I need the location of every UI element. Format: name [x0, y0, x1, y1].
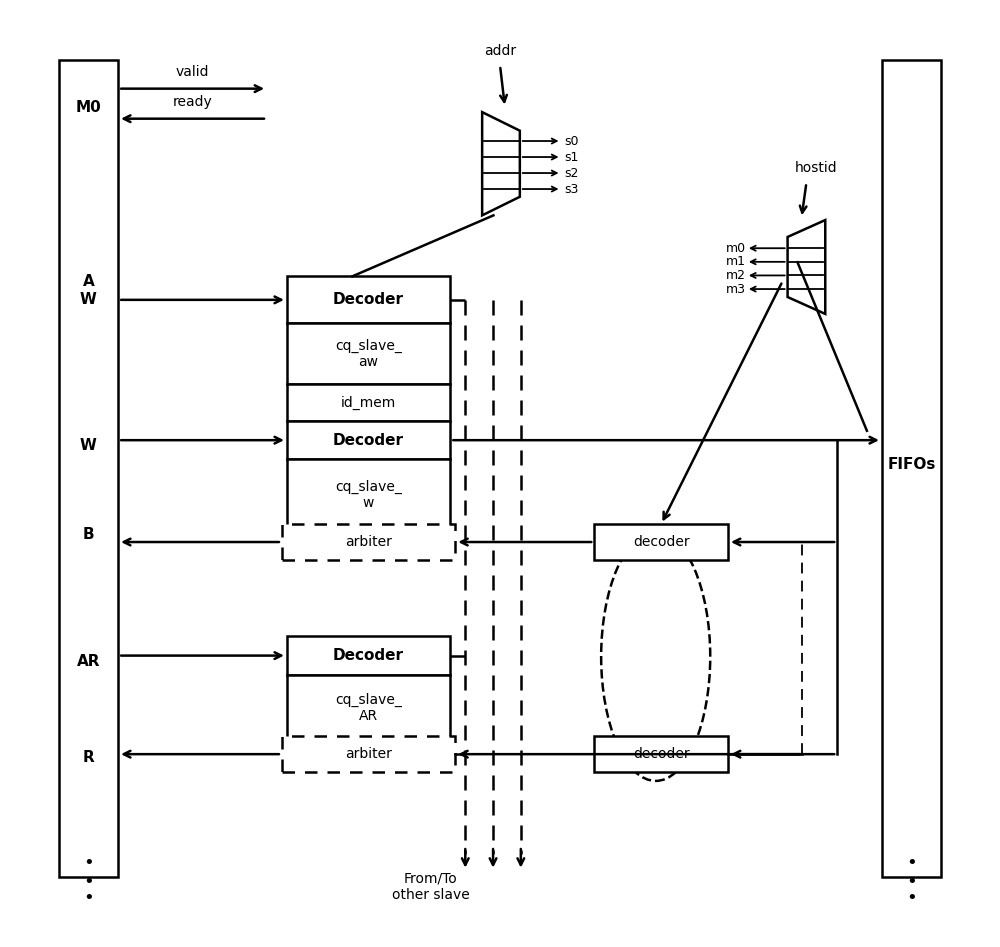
- Text: •: •: [906, 873, 917, 891]
- Bar: [287, 323, 450, 384]
- Text: Decoder: Decoder: [333, 293, 404, 308]
- Text: decoder: decoder: [633, 747, 689, 761]
- Text: •: •: [83, 854, 94, 872]
- Text: cq_slave_
w: cq_slave_ w: [335, 479, 402, 509]
- Bar: [282, 737, 455, 772]
- Text: s3: s3: [564, 183, 579, 195]
- Text: addr: addr: [484, 45, 516, 58]
- Text: Decoder: Decoder: [333, 648, 404, 663]
- Text: id_mem: id_mem: [341, 396, 396, 410]
- Bar: [282, 525, 455, 560]
- Text: B: B: [83, 527, 94, 542]
- Bar: [287, 384, 450, 420]
- Text: •: •: [83, 873, 94, 891]
- Bar: [594, 525, 728, 560]
- Text: m1: m1: [726, 256, 746, 268]
- Text: m0: m0: [726, 241, 746, 255]
- Text: FIFOs: FIFOs: [887, 456, 936, 472]
- Text: arbiter: arbiter: [345, 747, 392, 761]
- Text: s1: s1: [564, 151, 579, 164]
- Text: ready: ready: [173, 95, 212, 109]
- Text: decoder: decoder: [633, 535, 689, 549]
- Text: From/To
other slave: From/To other slave: [392, 871, 469, 902]
- Text: arbiter: arbiter: [345, 535, 392, 549]
- Text: W: W: [80, 438, 97, 453]
- Text: AR: AR: [77, 653, 100, 669]
- Text: cq_slave_
AR: cq_slave_ AR: [335, 693, 402, 724]
- Bar: [287, 675, 450, 741]
- Bar: [287, 459, 450, 529]
- Bar: [59, 61, 118, 877]
- Text: valid: valid: [176, 64, 209, 79]
- Text: R: R: [83, 750, 94, 765]
- Bar: [594, 737, 728, 772]
- Text: •: •: [83, 889, 94, 907]
- Bar: [287, 277, 450, 323]
- Bar: [287, 635, 450, 675]
- Text: •: •: [906, 854, 917, 872]
- Bar: [882, 61, 941, 877]
- Text: Decoder: Decoder: [333, 433, 404, 448]
- Text: s2: s2: [564, 167, 579, 180]
- Text: s0: s0: [564, 134, 579, 148]
- Text: •: •: [906, 889, 917, 907]
- Bar: [287, 420, 450, 459]
- Text: m2: m2: [726, 269, 746, 282]
- Text: A
W: A W: [80, 275, 97, 307]
- Text: cq_slave_
aw: cq_slave_ aw: [335, 339, 402, 369]
- Text: M0: M0: [76, 100, 101, 115]
- Text: m3: m3: [726, 282, 746, 295]
- Text: hostid: hostid: [795, 161, 838, 175]
